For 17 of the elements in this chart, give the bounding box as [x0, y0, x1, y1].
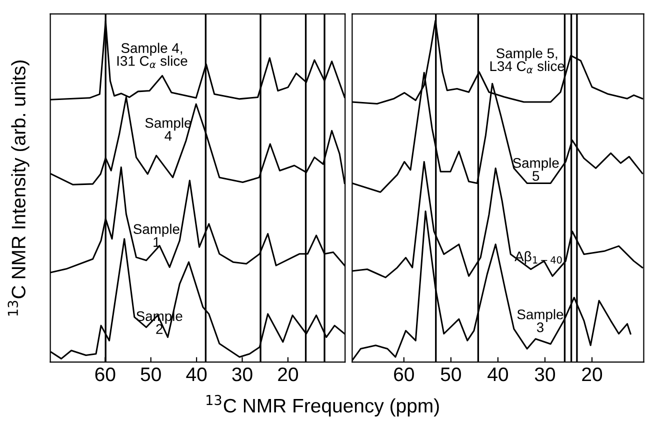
- x-tick-label: 60: [95, 367, 116, 382]
- x-tick-label: 30: [232, 367, 252, 382]
- annotation: Aβ$_{1−40}$: [514, 251, 562, 264]
- annotation: Sample 5, L34 C$_{α}$ slice: [490, 48, 564, 74]
- x-tick-label: 40: [488, 367, 508, 382]
- x-tick-label: 50: [140, 367, 161, 382]
- x-tick-label: 30: [534, 367, 556, 382]
- x-tick-label: 50: [440, 367, 461, 382]
- x-tick-label: 20: [278, 367, 298, 382]
- y-axis-title: $^{13}$C NMR Intensity (arb. units): [8, 60, 30, 316]
- annotation: Sample 3: [517, 309, 564, 332]
- annotation: Sample 5: [512, 158, 559, 181]
- x-tick-label: 40: [186, 367, 207, 382]
- x-tick-label: 60: [394, 367, 414, 382]
- annotation: Sample 4, I31 C$_{α}$ slice: [117, 42, 188, 68]
- x-tick-label: 20: [582, 367, 602, 382]
- x-axis-title: $^{13}$C NMR Frequency (ppm): [206, 394, 439, 416]
